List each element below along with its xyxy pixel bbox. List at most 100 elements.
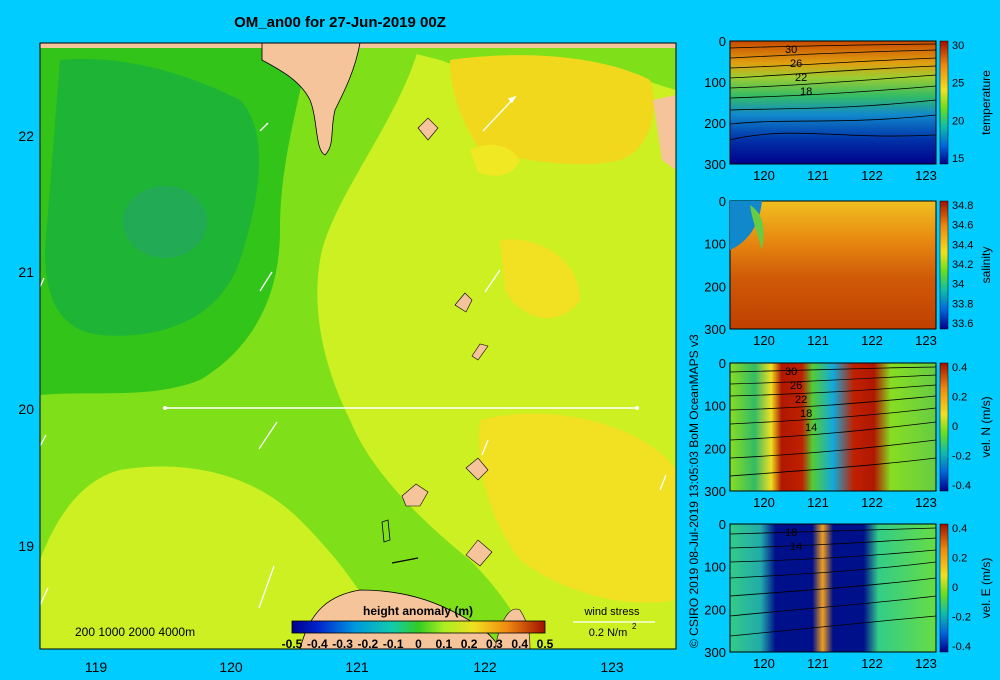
temperature-contours: [729, 43, 937, 141]
panel-y-tick-label: 100: [704, 560, 726, 575]
island-3: [471, 343, 489, 361]
panel-x-tick-label: 121: [807, 656, 829, 671]
panel-colorbar-tick-label: 34: [952, 279, 964, 291]
map-y-tick-label: 19: [18, 538, 34, 554]
section-start: [163, 406, 167, 410]
panel-colorbar-tick-label: 15: [952, 153, 964, 165]
colorbar-tick-label: 0: [415, 637, 422, 651]
panel-colorbar-tick-label: 0.2: [952, 553, 967, 565]
contour-label: 30: [785, 44, 797, 56]
contour-label: 26: [790, 58, 802, 70]
island-1: [417, 117, 439, 141]
land-east: [653, 95, 676, 170]
panel-colorbar-tick-label: 0.2: [952, 392, 967, 404]
panel-x-tick-label: 122: [861, 656, 883, 671]
colorbar-tick-label: 0.4: [511, 637, 528, 651]
panel-colorbar-tick-label: 20: [952, 115, 964, 127]
wind-arrows: [40, 95, 667, 609]
panel-x-tick-label: 120: [753, 656, 775, 671]
salinity-colorbar: [939, 200, 949, 330]
panel-y-tick-label: 0: [719, 194, 726, 209]
panel-x-tick-label: 123: [915, 495, 937, 510]
panel-colorbar-tick-label: 0: [952, 421, 958, 433]
colorbar-tick-label: 0.2: [461, 637, 478, 651]
panel-colorbar-tick-label: -0.2: [952, 451, 971, 463]
land-north: [261, 43, 361, 156]
map-x-tick-label: 122: [473, 659, 497, 675]
map-x-ticks: 119 120 121 122 123: [85, 659, 624, 675]
salinity-mid: [750, 205, 764, 250]
island-5: [401, 483, 429, 507]
panel-colorbar-tick-label: 0: [952, 582, 958, 594]
panel-colorbar-tick-label: 34.8: [952, 200, 973, 212]
colorbar-tick-label: -0.3: [332, 637, 353, 651]
vel-n-field: [729, 362, 937, 492]
vel-n-contours: [729, 366, 937, 477]
panel-x-tick-label: 121: [807, 333, 829, 348]
contour-yellow-se: [479, 413, 676, 603]
panel-title: vel. E (m/s): [979, 558, 993, 619]
panel-y-tick-label: 200: [704, 441, 726, 456]
panel-y-tick-label: 200: [704, 602, 726, 617]
chart-title: OM_an00 for 27-Jun-2019 00Z: [234, 14, 446, 31]
map-svg: 200 1000 2000 4000m height anomaly (m) -…: [18, 42, 677, 675]
panel-x-tick-label: 122: [861, 333, 883, 348]
colorbar-ticks: -0.5 -0.4 -0.3 -0.2 -0.1 0 0.1 0.2 0.3 0.4 0.5: [282, 637, 554, 651]
colorbar-tick-label: 0.5: [537, 637, 554, 651]
panel-x-tick-label: 121: [807, 495, 829, 510]
panel-colorbar-tick-label: 33.8: [952, 298, 973, 310]
contour-yellow-small: [470, 144, 520, 176]
panel-colorbar-tick-label: 30: [952, 40, 964, 52]
colorbar-tick-label: -0.5: [282, 637, 303, 651]
panel-x-tick-label: 122: [861, 495, 883, 510]
panel-x-tick-label: 123: [915, 333, 937, 348]
panel-title: temperature: [979, 70, 993, 135]
colorbar-tick-label: -0.1: [383, 637, 404, 651]
vel-e-colorbar: [939, 523, 949, 653]
map-x-tick-label: 120: [219, 659, 243, 675]
panel-colorbar-tick-label: 34.2: [952, 259, 973, 271]
map-frame: [39, 42, 677, 650]
wind-label: wind stress: [583, 606, 640, 618]
contour-label: 22: [795, 72, 807, 84]
panel-colorbar-tick-label: 33.6: [952, 318, 973, 330]
map-y-tick-label: 20: [18, 401, 34, 417]
panel-title: vel. N (m/s): [979, 396, 993, 457]
contour-core: [123, 186, 207, 258]
panel-x-tick-label: 122: [861, 168, 883, 183]
map-x-tick-label: 119: [85, 659, 108, 675]
map-x-tick-label: 121: [345, 659, 369, 675]
temperature-field: [729, 40, 937, 165]
panel-y-tick-label: 100: [704, 75, 726, 90]
panel-y-tick-label: 0: [719, 34, 726, 49]
island-2: [454, 292, 473, 313]
island-8: [391, 557, 419, 564]
map-y-tick-label: 21: [18, 264, 34, 280]
contour-yellow-mid: [500, 239, 580, 319]
contour-yellow-ne: [450, 55, 654, 165]
depth-legend: 200 1000 2000 4000m: [75, 625, 195, 639]
panel-temperature: [729, 40, 937, 165]
panel-colorbar-tick-label: 0.4: [952, 362, 967, 374]
panel-colorbar-tick-label: 0.4: [952, 523, 967, 535]
contour-label: 14: [805, 422, 817, 434]
contour-label: 18: [800, 86, 812, 98]
colorbar-title: height anomaly (m): [363, 604, 473, 618]
section-end: [635, 406, 639, 410]
map-y-tick-label: 22: [18, 128, 34, 144]
map-x-tick-label: 123: [600, 659, 624, 675]
panel-colorbar-tick-label: -0.4: [952, 480, 971, 492]
panel-x-tick-label: 120: [753, 168, 775, 183]
contour-label: 30: [785, 366, 797, 378]
panel-y-tick-label: 200: [704, 279, 726, 294]
panel-y-tick-label: 0: [719, 356, 726, 371]
contour-label: 18: [800, 408, 812, 420]
panel-x-tick-label: 120: [753, 495, 775, 510]
contour-label: 14: [790, 541, 802, 553]
colorbar: [291, 620, 546, 634]
panel-x-tick-label: 120: [753, 333, 775, 348]
panel-vel-e: [729, 523, 937, 653]
island-6: [465, 539, 493, 567]
